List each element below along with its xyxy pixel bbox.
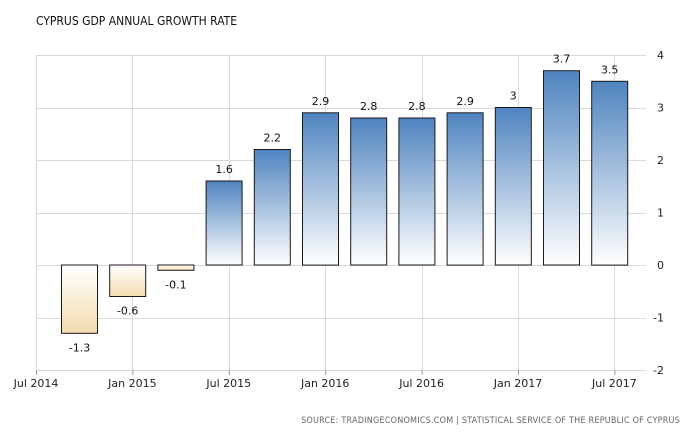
data-label: -0.6 — [117, 305, 138, 318]
bar — [205, 180, 243, 266]
x-tick-label: Jan 2015 — [107, 377, 156, 390]
data-label: 2.2 — [264, 132, 282, 145]
data-label: 2.8 — [408, 100, 426, 113]
bar — [591, 80, 629, 266]
data-label: 2.9 — [456, 95, 474, 108]
bar — [446, 112, 484, 266]
y-tick-label: 0 — [657, 259, 664, 272]
y-axis-ticks: 4 3 2 1 0 -1 -2 — [653, 49, 664, 377]
chart-title: CYPRUS GDP ANNUAL GROWTH RATE — [36, 14, 238, 28]
x-axis-ticks: Jul 2014 Jan 2015 Jul 2015 Jan 2016 Jul 2016… — [13, 370, 637, 390]
x-tick-label: Jul 2016 — [398, 377, 444, 390]
data-label: 2.9 — [312, 95, 330, 108]
bar — [543, 70, 580, 266]
x-tick-label: Jul 2014 — [13, 377, 59, 390]
data-label: 3.5 — [601, 63, 619, 76]
bar — [398, 117, 436, 266]
bar — [253, 149, 291, 266]
data-label: -1.3 — [69, 341, 90, 354]
data-label: 3.7 — [553, 53, 571, 66]
x-tick-label: Jan 2016 — [300, 377, 349, 390]
data-label: 3 — [510, 90, 517, 103]
y-tick-label: 2 — [657, 154, 664, 167]
y-tick-label: -1 — [653, 312, 664, 325]
x-tick-label: Jul 2017 — [591, 377, 637, 390]
chart-source: SOURCE: TRADINGECONOMICS.COM | STATISTIC… — [301, 416, 680, 426]
data-labels: -1.3 -0.6 -0.1 1.6 2.2 2.9 2.8 2.8 2.9 3 3.7 3.5 — [69, 53, 619, 355]
bar — [350, 117, 388, 266]
y-tick-label: 3 — [657, 102, 664, 115]
data-label: 2.8 — [360, 100, 378, 113]
y-tick-label: -2 — [653, 364, 664, 377]
bars — [61, 70, 629, 334]
data-label: 1.6 — [215, 163, 233, 176]
x-tick-label: Jul 2015 — [205, 377, 251, 390]
data-label: -0.1 — [165, 278, 186, 291]
bar — [494, 107, 532, 266]
bar — [61, 264, 98, 334]
x-tick-label: Jan 2017 — [493, 377, 542, 390]
bar — [157, 264, 195, 271]
bar — [302, 112, 339, 266]
y-tick-label: 4 — [657, 49, 664, 62]
y-tick-label: 1 — [657, 207, 664, 220]
bar — [109, 264, 147, 297]
